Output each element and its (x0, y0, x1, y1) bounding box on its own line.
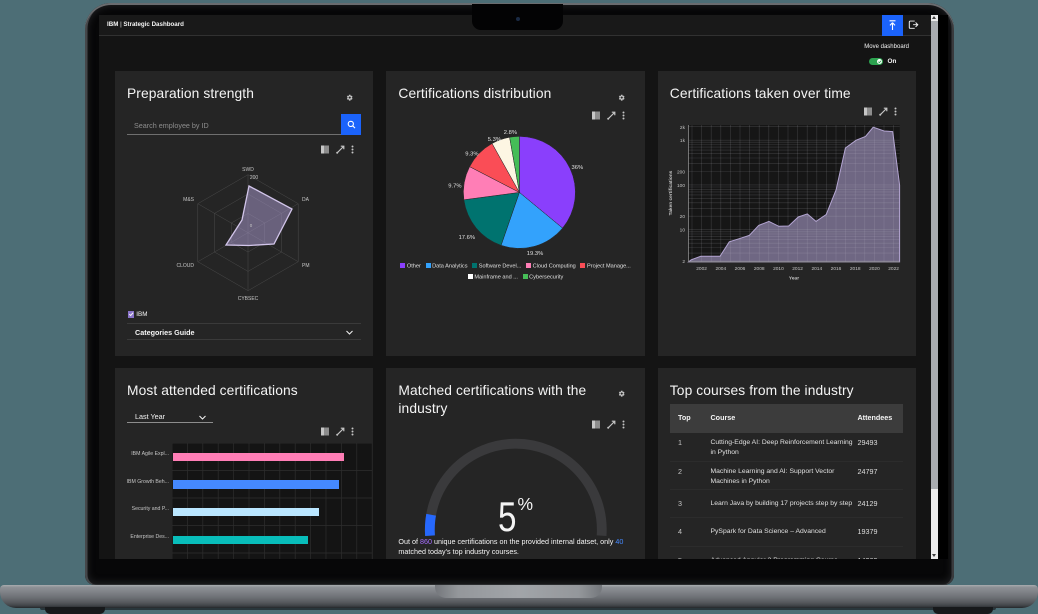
svg-text:2010: 2010 (773, 266, 784, 272)
svg-text:Year: Year (789, 275, 799, 281)
svg-text:1k: 1k (680, 138, 686, 144)
svg-text:19.3%: 19.3% (527, 251, 543, 257)
svg-text:10: 10 (680, 228, 686, 234)
svg-text:2004: 2004 (715, 266, 726, 272)
svg-text:9.3%: 9.3% (465, 151, 478, 157)
svg-text:2k: 2k (680, 125, 686, 131)
svg-text:CLOUD: CLOUD (176, 263, 194, 269)
svg-text:9.7%: 9.7% (448, 183, 461, 189)
svg-text:2020: 2020 (869, 266, 880, 272)
svg-text:2014: 2014 (811, 266, 822, 272)
svg-text:20: 20 (680, 214, 686, 220)
svg-text:2018: 2018 (850, 266, 861, 272)
svg-text:200: 200 (677, 169, 685, 175)
svg-text:36%: 36% (571, 165, 583, 171)
svg-text:2016: 2016 (831, 266, 842, 272)
svg-text:2: 2 (682, 259, 685, 265)
svg-text:2008: 2008 (754, 266, 765, 272)
svg-text:17.6%: 17.6% (459, 235, 475, 241)
svg-text:2006: 2006 (735, 266, 746, 272)
svg-text:CYBSEC: CYBSEC (238, 296, 259, 302)
svg-text:M&S: M&S (183, 197, 195, 203)
svg-text:2012: 2012 (792, 266, 803, 272)
svg-text:5.3%: 5.3% (488, 137, 501, 143)
svg-text:0: 0 (250, 223, 253, 228)
svg-text:2022: 2022 (888, 266, 899, 272)
svg-text:2.8%: 2.8% (504, 130, 517, 136)
svg-text:DA: DA (302, 197, 310, 203)
svg-text:100: 100 (677, 183, 685, 189)
svg-text:SWD: SWD (242, 167, 254, 173)
svg-text:2002: 2002 (696, 266, 707, 272)
svg-text:PM: PM (302, 263, 310, 269)
svg-text:Taken certifications: Taken certifications (668, 170, 674, 215)
svg-text:200: 200 (250, 175, 259, 181)
